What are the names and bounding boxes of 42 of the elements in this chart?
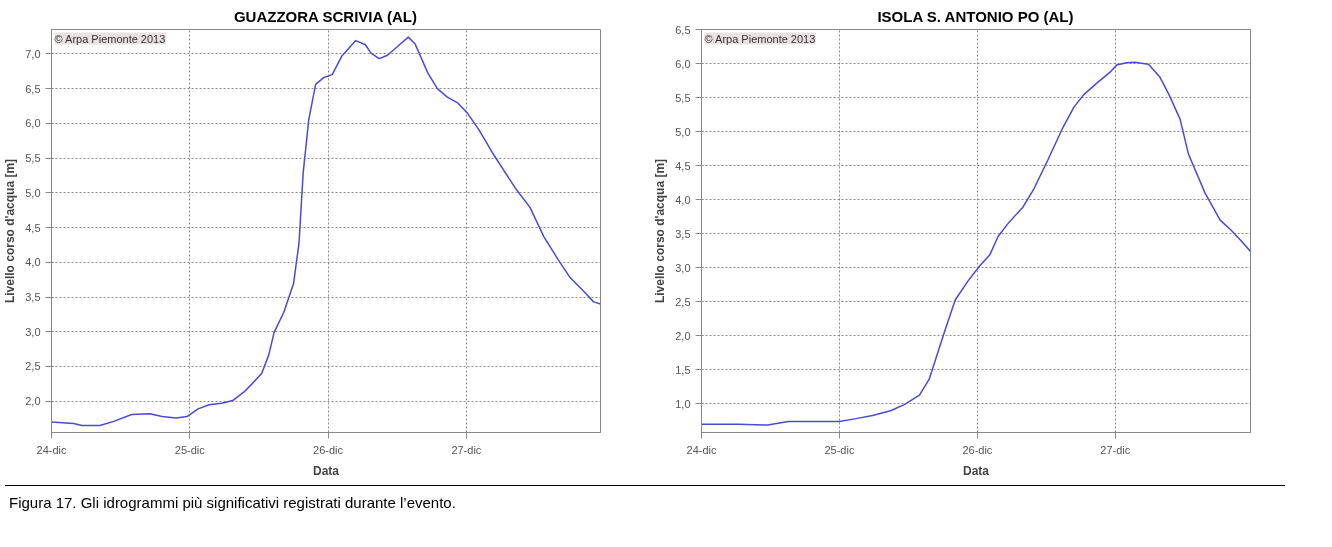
x-tick-label: 24-dic: [686, 443, 717, 456]
y-tick-label: 2,5: [675, 295, 691, 308]
x-tick-label: 26-dic: [313, 443, 344, 456]
y-tick-label: 4,5: [675, 159, 691, 172]
x-tick-label: 25-dic: [174, 443, 206, 456]
line-series: [51, 36, 601, 427]
y-tick-label: 6,0: [675, 57, 691, 70]
y-tick-label: 2,5: [25, 360, 41, 373]
y-tick-label: 5,0: [25, 186, 41, 199]
x-tick-label: 27-dic: [451, 443, 482, 456]
chart-title: GUAZZORA SCRIVIA (AL): [233, 7, 417, 25]
y-tick-label: 5,5: [25, 152, 41, 165]
y-tick-label: 3,0: [675, 261, 691, 274]
x-tick-label: 25-dic: [824, 443, 855, 456]
x-axis-title: Data: [963, 463, 990, 478]
annotation: © Arpa Piemonte 2013: [54, 32, 166, 45]
y-tick-label: 6,5: [675, 23, 691, 36]
y-tick-label: 1,5: [675, 363, 691, 376]
y-axis-title: Livello corso d'acqua [m]: [3, 158, 18, 304]
y-tick-label: 4,0: [675, 193, 691, 206]
y-tick-label: 4,5: [25, 221, 41, 234]
x-axis-title: Data: [313, 463, 340, 478]
y-axis-title: Livello corso d'acqua [m]: [653, 158, 668, 304]
annotation: © Arpa Piemonte 2013: [704, 32, 816, 45]
text: Figura 17. Gli idrogrammi più significativi registrati durante l’evento.: [9, 493, 456, 513]
y-tick-label: 4,0: [25, 256, 41, 269]
y-tick-label: 5,5: [675, 91, 691, 104]
y-tick-label: 2,0: [675, 329, 691, 342]
y-tick-label: 3,5: [675, 227, 691, 240]
x-tick-label: 26-dic: [962, 443, 993, 456]
y-tick-label: 7,0: [25, 47, 41, 60]
chart-title: ISOLA S. ANTONIO PO (AL): [877, 7, 1074, 25]
x-tick-label: 24-dic: [36, 443, 67, 456]
y-tick-label: 2,0: [25, 395, 41, 408]
line-series: [701, 61, 1251, 426]
y-tick-label: 3,0: [25, 325, 41, 338]
x-tick-label: 27-dic: [1100, 443, 1131, 456]
y-tick-label: 6,5: [25, 82, 41, 95]
y-tick-label: 5,0: [675, 125, 691, 138]
y-tick-label: 1,0: [675, 397, 691, 410]
y-tick-label: 3,5: [25, 291, 41, 304]
y-tick-label: 6,0: [25, 117, 41, 130]
